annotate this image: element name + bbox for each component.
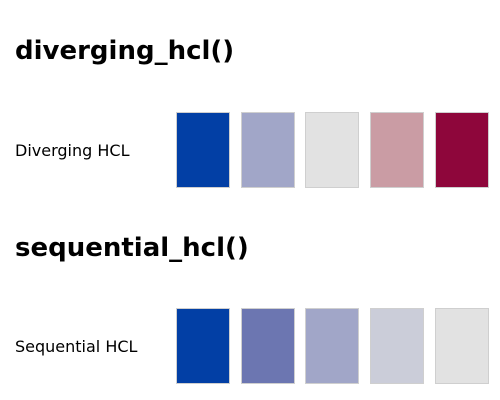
diverging-swatch-5 — [435, 112, 489, 188]
diverging-swatch-4 — [370, 112, 424, 188]
sequential-swatch-5 — [435, 308, 489, 384]
sequential-swatch-3 — [305, 308, 359, 384]
diverging-swatch-3 — [305, 112, 359, 188]
diverging-swatch-1 — [176, 112, 230, 188]
diverging-swatch-2 — [241, 112, 295, 188]
sequential-swatch-1 — [176, 308, 230, 384]
sequential-hcl-heading: sequential_hcl() — [15, 233, 249, 263]
sequential-swatch-2 — [241, 308, 295, 384]
diverging-hcl-heading: diverging_hcl() — [15, 36, 235, 66]
sequential-hcl-label: Sequential HCL — [15, 337, 138, 356]
diverging-hcl-label: Diverging HCL — [15, 141, 130, 160]
sequential-swatch-4 — [370, 308, 424, 384]
